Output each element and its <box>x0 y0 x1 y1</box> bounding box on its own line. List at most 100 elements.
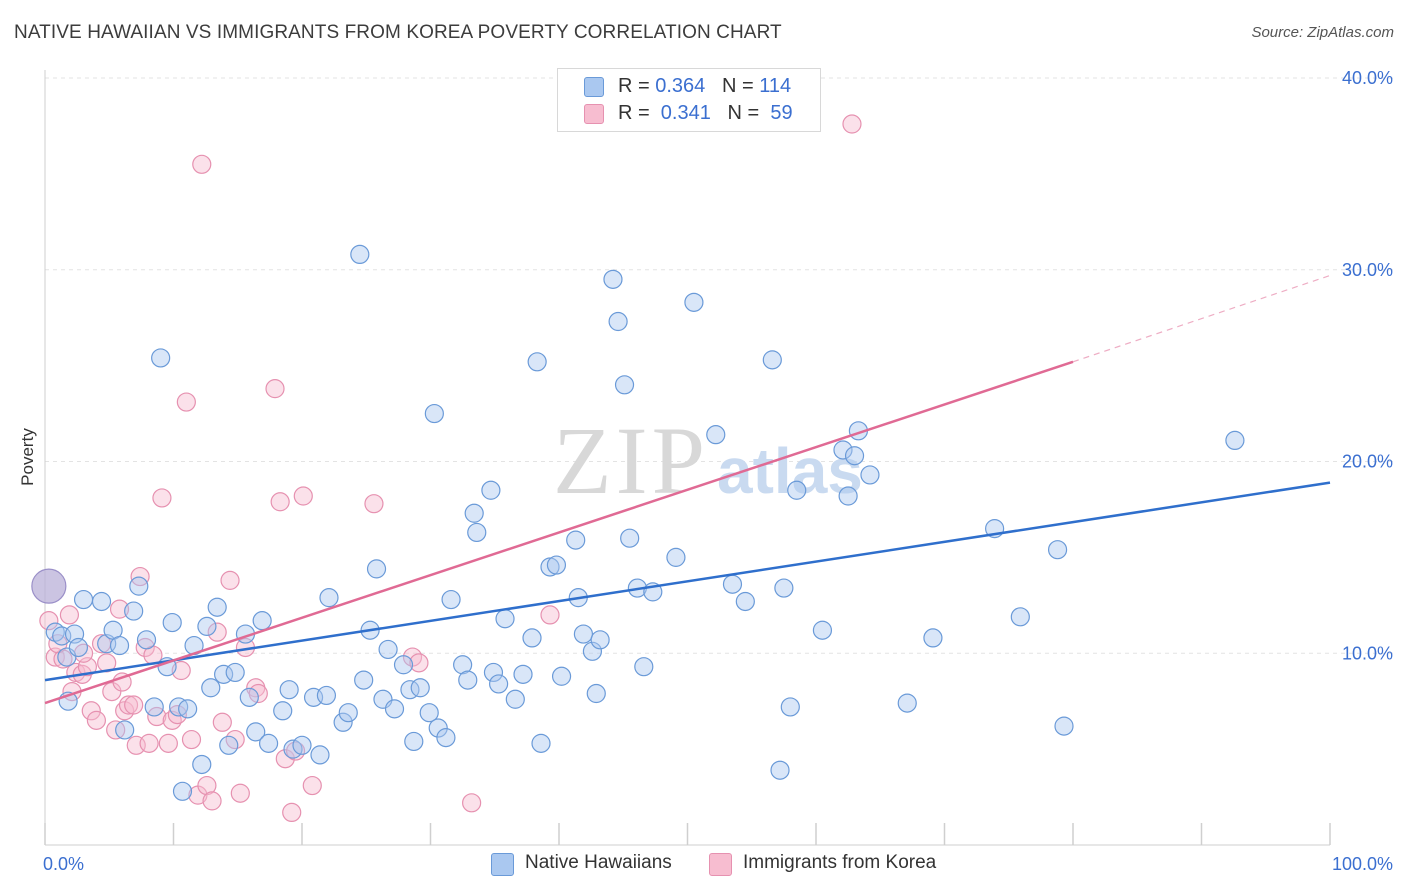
native-hawaiian-data-point <box>436 728 456 748</box>
korea-data-point <box>86 710 107 730</box>
korea-data-point <box>181 729 202 750</box>
korea-data-point <box>302 775 322 796</box>
korea-data-point <box>152 488 172 508</box>
native-hawaiian-data-point <box>860 465 880 485</box>
native-hawaiian-data-point <box>366 559 387 579</box>
korea-data-point <box>124 695 144 715</box>
native-hawaiian-data-point <box>197 616 217 637</box>
series-native-hawaiians-points <box>31 244 1245 801</box>
native-hawaiian-data-point <box>527 352 547 372</box>
native-hawaiian-data-point <box>551 666 572 686</box>
native-hawaiian-data-point <box>483 662 504 683</box>
korea-data-point <box>842 114 862 134</box>
n-value: 114 <box>759 75 792 97</box>
legend-label: Immigrants from Korea <box>743 852 937 873</box>
native-hawaiian-data-point <box>1225 430 1245 451</box>
native-hawaiian-data-point <box>706 425 726 445</box>
korea-data-point <box>202 791 222 811</box>
native-hawaiians-trend-line <box>44 481 1331 682</box>
watermark: ZIP atlas <box>553 407 863 514</box>
native-hawaiian-data-point <box>162 612 182 633</box>
native-hawaiian-data-point <box>608 311 628 332</box>
native-hawaiian-data-point <box>124 601 144 621</box>
native-hawaiian-data-point <box>404 731 424 752</box>
native-hawaiian-data-point <box>780 697 800 717</box>
native-hawaiian-data-point <box>614 375 635 395</box>
native-hawaiian-data-point <box>1010 607 1030 627</box>
korea-data-point <box>409 653 429 673</box>
native-hawaiian-data-point <box>192 754 212 775</box>
korea-trend-extension <box>1072 274 1331 363</box>
native-hawaiian-data-point <box>531 733 551 753</box>
korea-data-point <box>176 392 196 412</box>
native-hawaiian-data-point <box>522 628 542 648</box>
native-hawaiian-data-point <box>762 350 782 370</box>
native-hawaiian-data-point <box>464 503 484 523</box>
native-hawaiian-data-point <box>844 446 865 466</box>
n-label: N = <box>721 75 760 97</box>
y-tick-label: 10.0% <box>1342 643 1393 663</box>
korea-data-point <box>265 379 285 399</box>
native-hawaiian-data-point <box>172 781 193 801</box>
korea-data-point <box>230 783 250 803</box>
x-tick-label-max: 100.0% <box>1332 854 1393 874</box>
korea-data-point <box>112 672 132 692</box>
native-hawaiian-data-point <box>428 718 448 738</box>
native-hawaiian-data-point <box>573 624 594 644</box>
native-hawaiian-data-point <box>31 568 67 604</box>
native-hawaiian-data-point <box>252 611 272 631</box>
native-hawaiian-data-point <box>833 440 853 460</box>
korea-data-point <box>167 705 187 725</box>
korea-data-point <box>540 605 560 625</box>
native-hawaiian-data-point <box>489 674 509 694</box>
blue-swatch <box>491 853 514 876</box>
korea-data-point <box>207 622 227 642</box>
korea-data-point <box>462 793 482 813</box>
native-hawaiian-data-point <box>634 657 654 677</box>
native-hawaiian-data-point <box>495 609 515 629</box>
native-hawaiian-data-point <box>1054 716 1074 736</box>
native-hawaiian-data-point <box>505 689 525 709</box>
native-hawaiian-data-point <box>441 589 461 610</box>
korea-data-point <box>59 605 80 625</box>
korea-trend-line <box>44 360 1074 705</box>
native-hawaiian-data-point <box>384 699 405 719</box>
native-hawaiian-data-point <box>566 530 586 550</box>
native-hawaiian-data-point <box>279 680 299 700</box>
y-tick-label: 20.0% <box>1342 452 1393 472</box>
native-hawaiian-data-point <box>109 635 130 656</box>
korea-data-point <box>130 566 150 587</box>
native-hawaiian-data-point <box>735 591 755 612</box>
korea-data-point <box>109 599 130 619</box>
y-axis-label: Poverty <box>18 428 37 486</box>
native-hawaiian-data-point <box>393 655 414 675</box>
trend-lines <box>44 274 1331 705</box>
korea-data-point <box>139 733 159 753</box>
pink-swatch <box>584 104 604 124</box>
native-hawaiian-data-point <box>684 292 704 312</box>
native-hawaiian-data-point <box>620 528 640 548</box>
native-hawaiian-data-point <box>419 703 439 723</box>
x-tick-label-min: 0.0% <box>43 854 84 874</box>
native-hawaiian-data-point <box>333 712 353 732</box>
native-hawaiian-data-point <box>338 703 358 723</box>
source-label: Source: ZipAtlas.com <box>1251 24 1394 41</box>
r-value: 0.341 <box>655 102 711 124</box>
n-label: N = <box>727 102 765 124</box>
series-immigrants-from-korea-points <box>39 114 862 823</box>
korea-data-point <box>81 701 101 721</box>
korea-data-point <box>270 492 290 512</box>
korea-data-point <box>282 802 302 823</box>
blue-swatch <box>584 77 604 97</box>
native-hawaiian-data-point <box>316 685 337 706</box>
native-hawaiian-data-point <box>458 670 478 690</box>
native-hawaiian-data-point <box>603 269 623 289</box>
native-hawaiian-data-point <box>91 591 112 612</box>
korea-data-point <box>293 486 313 506</box>
native-hawaiian-data-point <box>923 628 943 648</box>
r-label: R = <box>618 102 656 124</box>
native-hawaiian-data-point <box>246 722 266 742</box>
native-hawaiian-data-point <box>410 678 430 698</box>
korea-data-point <box>39 611 59 631</box>
native-hawaiian-data-point <box>354 670 374 690</box>
